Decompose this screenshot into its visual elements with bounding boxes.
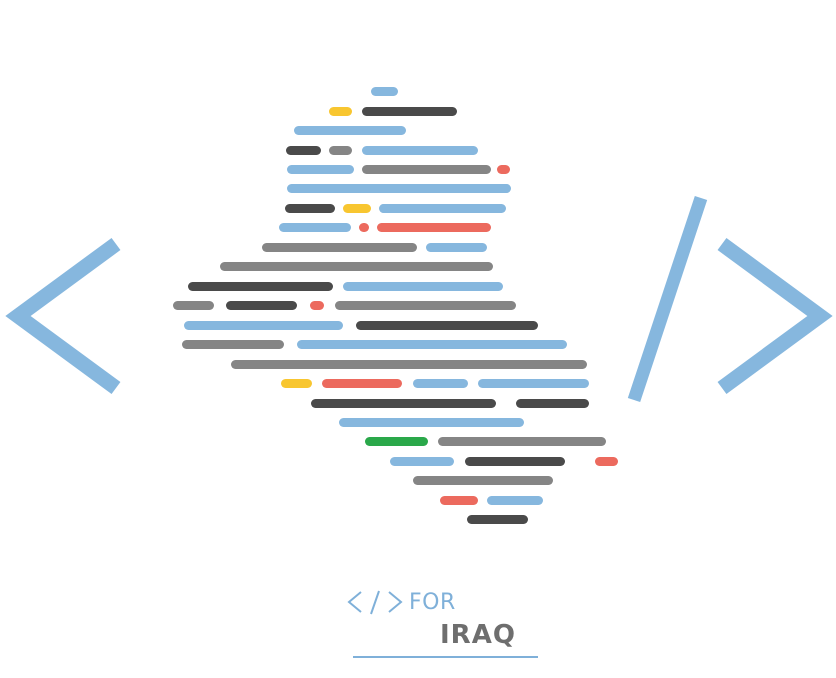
less-than-bracket-icon bbox=[5, 237, 121, 395]
code-line-bar bbox=[467, 514, 528, 524]
code-line-bar bbox=[440, 495, 478, 505]
code-line-bar bbox=[359, 222, 369, 232]
code-line-bar bbox=[335, 300, 516, 310]
code-line-bar bbox=[426, 242, 487, 252]
brand-word-country: IRAQ bbox=[440, 620, 516, 650]
code-line-bar bbox=[329, 106, 352, 116]
brand-word-for: FOR bbox=[409, 590, 456, 615]
code-line-bar bbox=[281, 378, 312, 388]
code-line-bar bbox=[297, 339, 567, 349]
code-line-bar bbox=[362, 164, 491, 174]
code-line-bar bbox=[365, 436, 428, 446]
code-line-bar bbox=[286, 145, 321, 155]
code-line-bar bbox=[279, 222, 351, 232]
code-line-bar bbox=[184, 320, 343, 330]
code-line-bar bbox=[294, 125, 406, 135]
code-line-bar bbox=[516, 398, 589, 408]
code-line-bar bbox=[595, 456, 618, 466]
slash-icon bbox=[627, 195, 708, 403]
code-line-bar bbox=[413, 475, 553, 485]
code-line-bar bbox=[310, 300, 324, 310]
code-line-bar bbox=[371, 86, 398, 96]
code-line-bar bbox=[362, 145, 478, 155]
code-line-bar bbox=[377, 222, 491, 232]
code-line-bar bbox=[322, 378, 402, 388]
code-line-bar bbox=[311, 398, 496, 408]
code-line-bar bbox=[329, 145, 352, 155]
code-line-bar bbox=[478, 378, 589, 388]
code-line-bar bbox=[362, 106, 457, 116]
code-line-bar bbox=[287, 164, 354, 174]
code-line-bar bbox=[220, 261, 493, 271]
code-line-bar bbox=[343, 281, 503, 291]
code-symbol-icon bbox=[347, 590, 403, 615]
code-line-bar bbox=[497, 164, 510, 174]
code-line-bar bbox=[226, 300, 297, 310]
code-line-bar bbox=[390, 456, 454, 466]
code-line-bar bbox=[182, 339, 284, 349]
code-line-bar bbox=[379, 203, 506, 213]
brand-underline bbox=[353, 656, 538, 658]
code-line-bar bbox=[339, 417, 524, 427]
code-line-bar bbox=[343, 203, 371, 213]
code-line-bar bbox=[262, 242, 417, 252]
code-line-bar bbox=[287, 183, 511, 193]
greater-than-bracket-icon bbox=[717, 237, 833, 395]
code-line-bar bbox=[173, 300, 214, 310]
code-line-bar bbox=[188, 281, 333, 291]
code-line-bar bbox=[356, 320, 538, 330]
code-line-bar bbox=[231, 359, 587, 369]
code-line-bar bbox=[285, 203, 335, 213]
code-line-bar bbox=[487, 495, 543, 505]
code-line-bar bbox=[413, 378, 468, 388]
code-line-bar bbox=[465, 456, 565, 466]
code-line-bar bbox=[438, 436, 606, 446]
